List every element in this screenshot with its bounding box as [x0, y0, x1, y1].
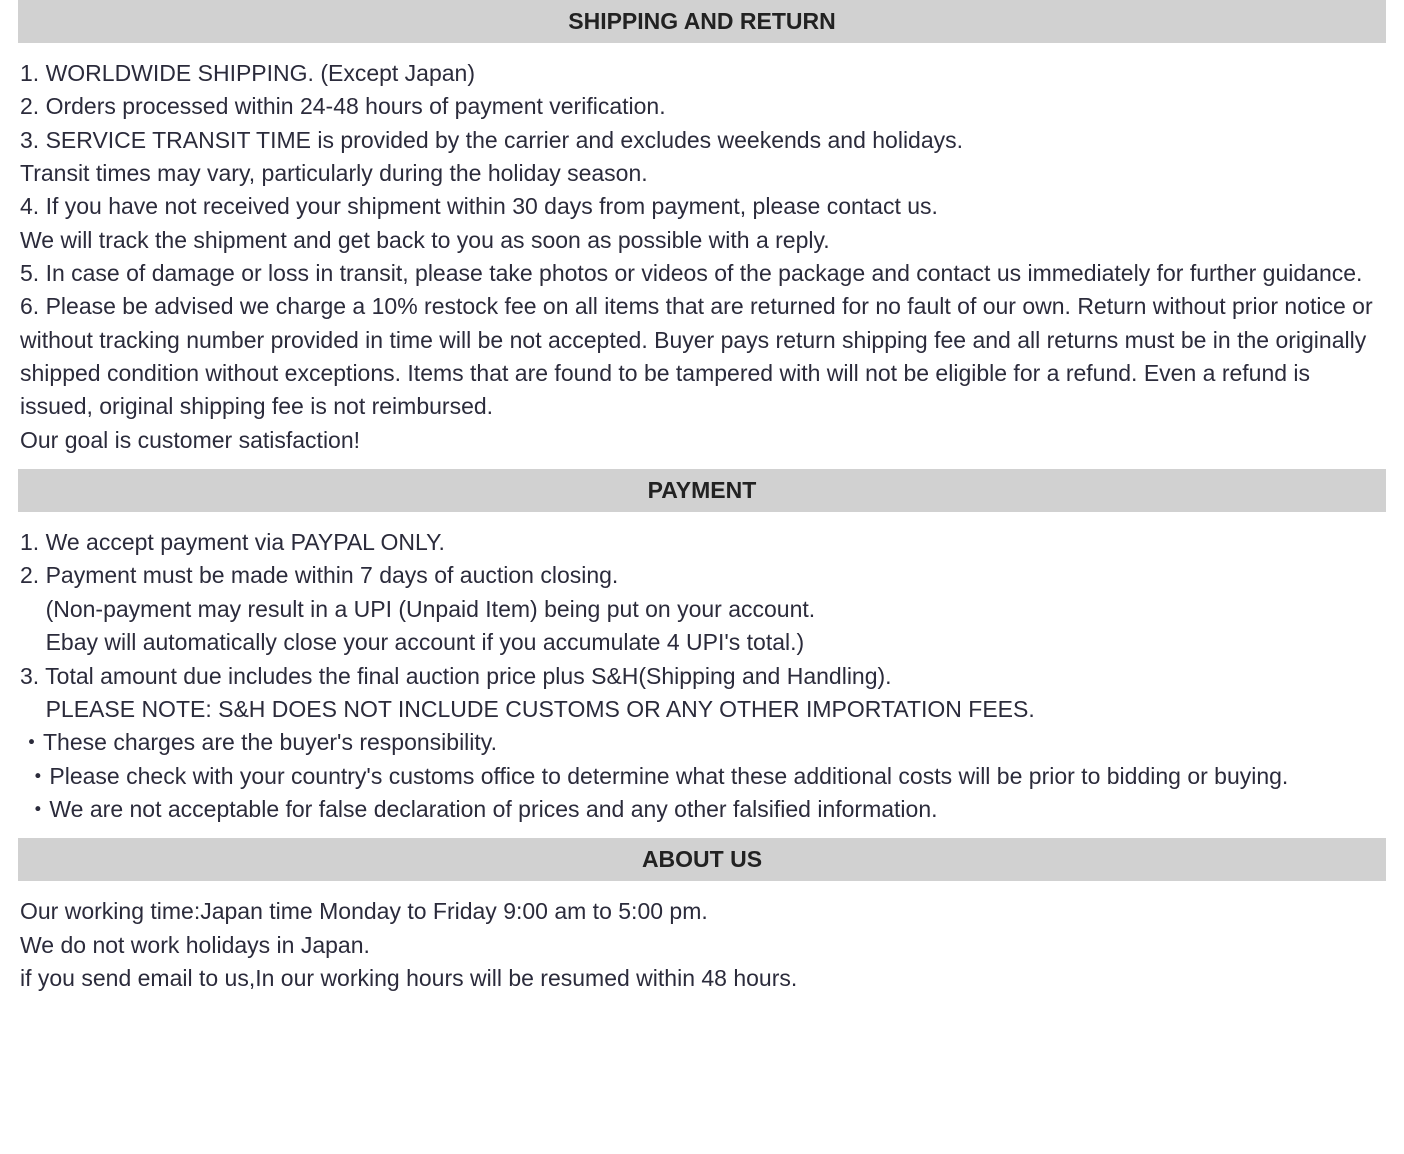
payment-body: 1. We accept payment via PAYPAL ONLY. 2.… — [18, 526, 1386, 826]
about-us-header: ABOUT US — [18, 838, 1386, 881]
shipping-return-body: 1. WORLDWIDE SHIPPING. (Except Japan) 2.… — [18, 57, 1386, 457]
shipping-return-header: SHIPPING AND RETURN — [18, 0, 1386, 43]
about-us-body: Our working time:Japan time Monday to Fr… — [18, 895, 1386, 995]
policy-document: SHIPPING AND RETURN 1. WORLDWIDE SHIPPIN… — [0, 0, 1404, 1013]
payment-header: PAYMENT — [18, 469, 1386, 512]
